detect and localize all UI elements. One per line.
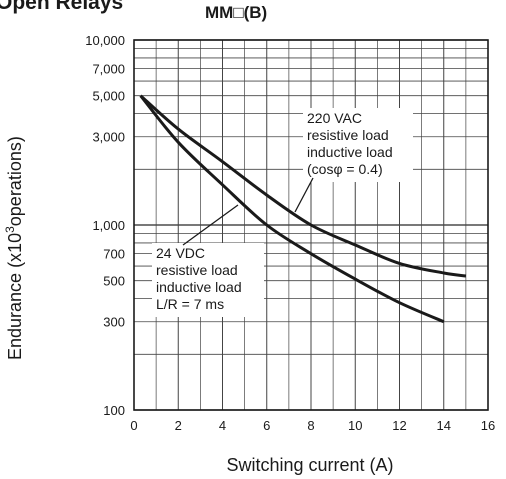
chart-title: MM□(B) [205, 3, 268, 22]
annotation-220vac-text: inductive load [307, 144, 393, 160]
annotation-220vac-leader [294, 177, 314, 213]
series-line-220vac [139, 94, 467, 278]
y-tick-label: 100 [103, 403, 125, 418]
x-tick-label: 10 [348, 418, 362, 433]
y-tick-label: 1,000 [92, 218, 125, 233]
annotation-220vac-text: (cosφ = 0.4) [307, 161, 383, 177]
annotation-220vac-box [303, 108, 413, 182]
y-tick-label: 300 [103, 315, 125, 330]
x-tick-label: 0 [130, 418, 137, 433]
annotation-24vdc-text: inductive load [156, 279, 242, 295]
x-tick-label: 14 [437, 418, 451, 433]
y-tick-label: 7,000 [92, 62, 125, 77]
annotation-24vdc-leader [182, 204, 239, 246]
y-tick-label: 500 [103, 274, 125, 289]
x-tick-label: 8 [307, 418, 314, 433]
y-tick-label: 700 [103, 247, 125, 262]
plot-frame [133, 39, 489, 411]
annotation-220vac-text: 220 VAC [307, 110, 362, 126]
annotation-24vdc-box [152, 243, 264, 317]
page-heading: Open Relays [0, 0, 124, 14]
y-tick-label: 10,000 [85, 33, 125, 48]
x-tick-label: 2 [175, 418, 182, 433]
annotation-24vdc-text: L/R = 7 ms [156, 296, 224, 312]
series-line-24vdc [139, 94, 445, 324]
annotation-24vdc-text: 24 VDC [156, 245, 205, 261]
x-axis-label: Switching current (A) [226, 455, 394, 475]
y-tick-label: 3,000 [92, 130, 125, 145]
x-tick-label: 12 [392, 418, 406, 433]
annotation-220vac-text: resistive load [307, 127, 389, 143]
x-tick-label: 6 [263, 418, 270, 433]
annotation-24vdc-text: resistive load [156, 262, 238, 278]
x-tick-label: 4 [219, 418, 226, 433]
y-tick-label: 5,000 [92, 89, 125, 104]
x-tick-label: 16 [481, 418, 495, 433]
